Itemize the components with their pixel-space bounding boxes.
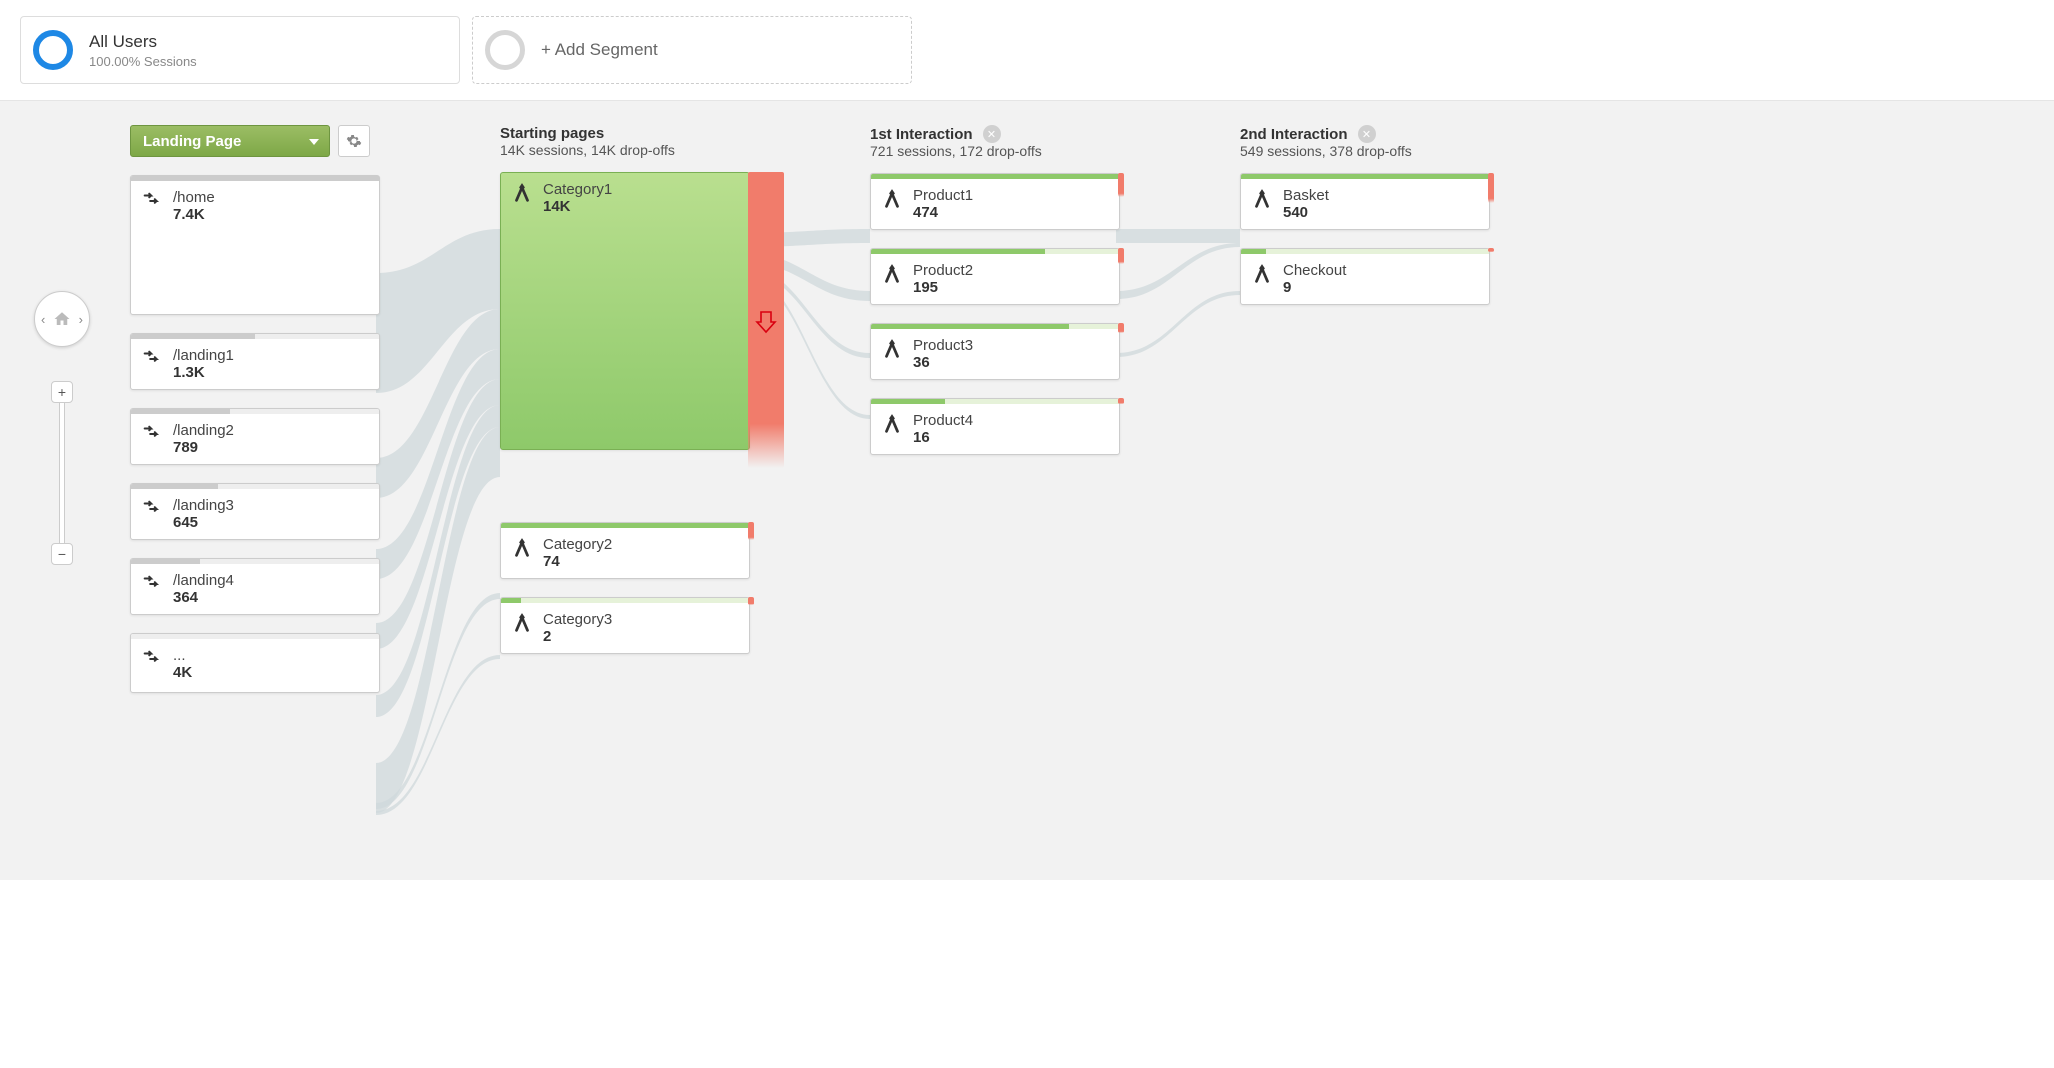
- node-label: /home: [173, 189, 215, 206]
- flow-node[interactable]: Basket540: [1240, 173, 1490, 230]
- settings-button[interactable]: [338, 125, 370, 157]
- flow-visualization: ‹ › + − Landing Page/home7.4K/landing11.…: [0, 100, 2054, 880]
- node-label: /landing4: [173, 572, 234, 589]
- node-label: /landing1: [173, 347, 234, 364]
- column-interact1: 1st Interaction ✕721 sessions, 172 drop-o…: [870, 125, 1120, 455]
- page-merge-icon: [881, 338, 903, 360]
- page-merge-icon: [881, 263, 903, 285]
- node-value: 364: [173, 589, 234, 606]
- nav-next-icon[interactable]: ›: [79, 312, 83, 327]
- dropoff-indicator: [1488, 248, 1494, 252]
- node-value: 1.3K: [173, 364, 234, 381]
- node-value: 4K: [173, 664, 192, 681]
- node-value: 7.4K: [173, 206, 215, 223]
- node-label: Checkout: [1283, 262, 1346, 279]
- node-label: Product2: [913, 262, 973, 279]
- dropoff-indicator: [1488, 173, 1494, 203]
- remove-column-button[interactable]: ✕: [983, 125, 1001, 143]
- flow-node[interactable]: /landing2789: [130, 408, 380, 465]
- source-arrows-icon: [141, 648, 163, 670]
- page-merge-icon: [511, 182, 533, 204]
- remove-column-button[interactable]: ✕: [1358, 125, 1376, 143]
- zoom-in-button[interactable]: +: [51, 381, 73, 403]
- flow-node[interactable]: ...4K: [130, 633, 380, 693]
- nav-prev-icon[interactable]: ‹: [41, 312, 45, 327]
- column-title: Starting pages: [500, 125, 604, 142]
- flow-node[interactable]: /landing11.3K: [130, 333, 380, 390]
- dropoff-indicator: [1118, 323, 1124, 333]
- flow-node[interactable]: Category114K: [500, 172, 750, 450]
- dropoff-indicator: [748, 522, 754, 540]
- source-arrows-icon: [141, 423, 163, 445]
- node-value: 36: [913, 354, 973, 371]
- column-interact2: 2nd Interaction ✕549 sessions, 378 drop-o…: [1240, 125, 1490, 305]
- page-merge-icon: [511, 612, 533, 634]
- node-value: 74: [543, 553, 612, 570]
- segment-title: All Users: [89, 32, 197, 52]
- node-label: Category2: [543, 536, 612, 553]
- column-title: 2nd Interaction: [1240, 126, 1348, 143]
- flow-node[interactable]: Checkout9: [1240, 248, 1490, 305]
- node-value: 195: [913, 279, 973, 296]
- dropoff-indicator: [1118, 173, 1124, 197]
- zoom-slider[interactable]: [59, 403, 65, 543]
- flow-node[interactable]: /landing3645: [130, 483, 380, 540]
- dropoff-indicator: [748, 597, 754, 605]
- page-merge-icon: [511, 537, 533, 559]
- flow-node[interactable]: Category274: [500, 522, 750, 579]
- segment-all-users[interactable]: All Users 100.00% Sessions: [20, 16, 460, 84]
- column-subtitle: 721 sessions, 172 drop-offs: [870, 143, 1120, 159]
- source-arrows-icon: [141, 348, 163, 370]
- node-value: 16: [913, 429, 973, 446]
- column-subtitle: 14K sessions, 14K drop-offs: [500, 142, 750, 158]
- flow-node[interactable]: Product1474: [870, 173, 1120, 230]
- flow-node[interactable]: Category32: [500, 597, 750, 654]
- segment-circle-icon: [33, 30, 73, 70]
- node-value: 474: [913, 204, 973, 221]
- node-label: Basket: [1283, 187, 1329, 204]
- segment-subtitle: 100.00% Sessions: [89, 54, 197, 69]
- dropoff-indicator: [1118, 248, 1124, 264]
- dropoff-indicator: [1118, 398, 1124, 404]
- column-subtitle: 549 sessions, 378 drop-offs: [1240, 143, 1490, 159]
- page-merge-icon: [881, 188, 903, 210]
- node-value: 2: [543, 628, 612, 645]
- node-label: Product1: [913, 187, 973, 204]
- node-label: Category3: [543, 611, 612, 628]
- dimension-selector[interactable]: Landing Page: [130, 125, 330, 157]
- node-label: Product3: [913, 337, 973, 354]
- flow-node[interactable]: Product2195: [870, 248, 1120, 305]
- source-arrows-icon: [141, 573, 163, 595]
- node-label: Product4: [913, 412, 973, 429]
- node-value: 9: [1283, 279, 1346, 296]
- page-merge-icon: [1251, 263, 1273, 285]
- source-arrows-icon: [141, 190, 163, 212]
- add-segment-circle-icon: [485, 30, 525, 70]
- zoom-out-button[interactable]: −: [51, 543, 73, 565]
- column-title: 1st Interaction: [870, 126, 973, 143]
- flow-node[interactable]: /landing4364: [130, 558, 380, 615]
- page-merge-icon: [881, 413, 903, 435]
- home-icon[interactable]: [52, 310, 72, 328]
- flow-node[interactable]: Product416: [870, 398, 1120, 455]
- source-arrows-icon: [141, 498, 163, 520]
- node-label: Category1: [543, 181, 612, 198]
- column-starting: Landing Page/home7.4K/landing11.3K/landi…: [130, 125, 380, 693]
- node-label: /landing3: [173, 497, 234, 514]
- column-start_pages: Starting pages14K sessions, 14K drop-off…: [500, 125, 750, 654]
- nav-pan-control[interactable]: ‹ ›: [34, 291, 90, 347]
- flow-node[interactable]: /home7.4K: [130, 175, 380, 315]
- page-merge-icon: [1251, 188, 1273, 210]
- node-value: 14K: [543, 198, 612, 215]
- add-segment-label: + Add Segment: [541, 40, 658, 60]
- dropoff-indicator: [748, 172, 784, 468]
- flow-node[interactable]: Product336: [870, 323, 1120, 380]
- node-value: 789: [173, 439, 234, 456]
- node-label: ...: [173, 647, 192, 664]
- node-label: /landing2: [173, 422, 234, 439]
- add-segment-button[interactable]: + Add Segment: [472, 16, 912, 84]
- node-value: 540: [1283, 204, 1329, 221]
- node-value: 645: [173, 514, 234, 531]
